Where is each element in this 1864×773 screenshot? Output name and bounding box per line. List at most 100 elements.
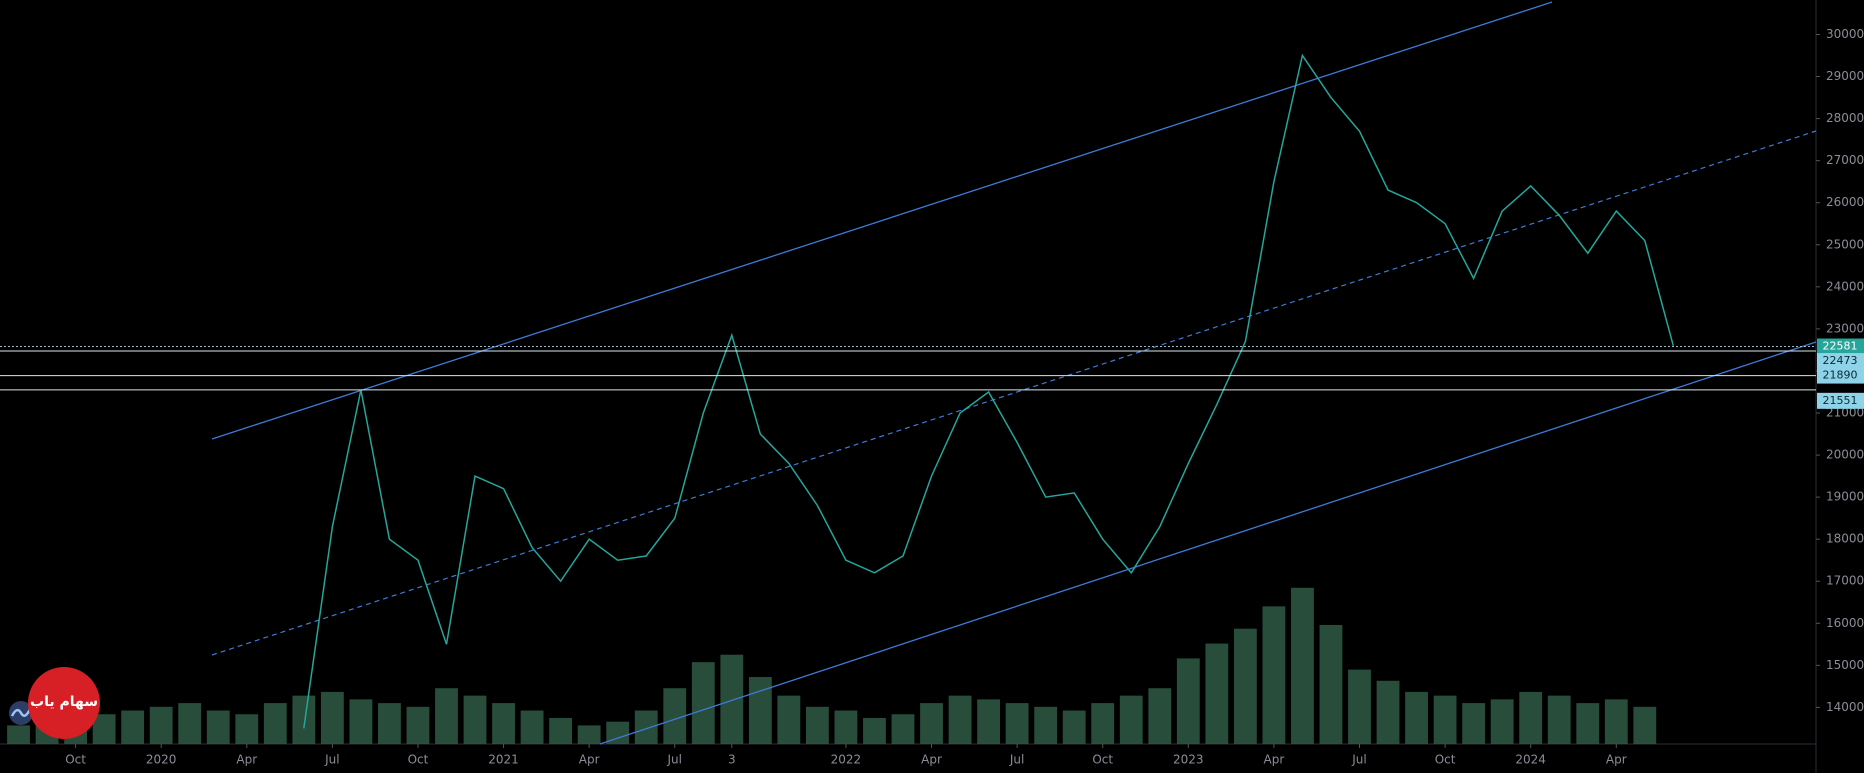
y-tick-label: 20000 xyxy=(1826,448,1864,462)
watermark-logo xyxy=(28,667,100,739)
volume-bar xyxy=(1148,688,1172,744)
volume-bar xyxy=(7,725,30,744)
volume-bar xyxy=(1091,703,1115,744)
volume-bar xyxy=(720,654,744,744)
volume-bar xyxy=(1633,706,1657,744)
x-tick-label: 2023 xyxy=(1173,753,1204,767)
volume-bar xyxy=(1034,706,1058,744)
y-tick-label: 23000 xyxy=(1826,321,1864,335)
price-level-label: 21551 xyxy=(1823,394,1858,407)
x-tick-label: Oct xyxy=(1092,753,1113,767)
y-tick-label: 30000 xyxy=(1826,27,1864,41)
volume-bar xyxy=(121,710,145,744)
volume-bar xyxy=(1319,624,1343,744)
x-tick-label: 2020 xyxy=(146,753,177,767)
volume-bar xyxy=(1547,695,1571,744)
price-level-label: 22581 xyxy=(1823,340,1858,353)
volume-bar xyxy=(1490,699,1514,744)
volume-bar xyxy=(435,688,458,744)
x-tick-label: Oct xyxy=(1435,753,1456,767)
volume-bar xyxy=(1433,695,1457,744)
x-tick-label: Oct xyxy=(65,753,86,767)
y-tick-label: 15000 xyxy=(1826,658,1864,672)
x-tick-label: Oct xyxy=(408,753,429,767)
x-tick-label: Jul xyxy=(1351,753,1366,767)
price-layer xyxy=(303,53,1675,729)
channel-upper xyxy=(211,1,1553,440)
x-tick-label: Apr xyxy=(579,753,600,767)
volume-bar xyxy=(178,703,202,744)
x-tick-label: 3 xyxy=(728,753,736,767)
volume-bar xyxy=(1176,658,1200,744)
app-icon-glyph xyxy=(10,708,32,717)
volume-bar xyxy=(263,703,287,744)
price-level-tag xyxy=(1817,338,1864,355)
price-level-tag xyxy=(1817,392,1864,409)
volume-bar xyxy=(1205,643,1229,744)
volume-bar xyxy=(606,721,630,744)
price-line xyxy=(303,53,1675,729)
volume-bar xyxy=(1576,703,1600,744)
volume-bar xyxy=(292,695,316,744)
y-tick-label: 14000 xyxy=(1826,700,1864,714)
price-level-label: 21890 xyxy=(1823,369,1858,382)
volume-bar xyxy=(1005,703,1029,744)
watermark-text: سهام یاب xyxy=(30,694,98,710)
volume-bar xyxy=(577,725,601,744)
x-tick-label: Apr xyxy=(921,753,942,767)
volume-bar xyxy=(549,717,573,744)
volume-bar xyxy=(891,714,915,744)
y-tick-label: 29000 xyxy=(1826,69,1864,83)
volume-bar xyxy=(1519,691,1543,744)
volume-bar xyxy=(1604,699,1628,744)
volume-bar xyxy=(1119,695,1143,744)
y-tick-label: 19000 xyxy=(1826,490,1864,504)
volume-layer xyxy=(7,587,1657,744)
volume-bar xyxy=(235,714,259,744)
y-tick-label: 28000 xyxy=(1826,111,1864,125)
volume-bar xyxy=(406,706,430,744)
volume-bar xyxy=(1376,680,1400,744)
volume-bar xyxy=(1405,691,1428,744)
y-tick-label: 26000 xyxy=(1826,195,1864,209)
volume-bar xyxy=(206,710,230,744)
volume-bar xyxy=(463,695,487,744)
volume-bar xyxy=(748,677,772,744)
y-tick-label: 18000 xyxy=(1826,532,1864,546)
y-tick-label: 21000 xyxy=(1826,406,1864,420)
volume-bar xyxy=(634,710,658,744)
volume-bar xyxy=(349,699,373,744)
channel-lower xyxy=(599,341,1817,745)
volume-bar xyxy=(691,662,715,744)
y-tick-label: 24000 xyxy=(1826,279,1864,293)
y-tick-label: 17000 xyxy=(1826,574,1864,588)
volume-bar xyxy=(320,691,344,744)
x-tick-label: Jul xyxy=(667,753,682,767)
x-tick-label: 2021 xyxy=(488,753,519,767)
x-tick-label: Jul xyxy=(1009,753,1024,767)
volume-bar xyxy=(378,703,401,744)
y-tick-label: 25000 xyxy=(1826,237,1864,251)
x-tick-label: Jul xyxy=(324,753,339,767)
volume-bar xyxy=(1291,587,1314,744)
volume-bar xyxy=(834,710,858,744)
volume-bar xyxy=(977,699,1001,744)
x-tick-label: Apr xyxy=(1606,753,1627,767)
price-level-tag xyxy=(1817,353,1864,370)
price-level-label: 22473 xyxy=(1823,354,1858,367)
y-tick-label: 16000 xyxy=(1826,616,1864,630)
volume-bar xyxy=(149,706,173,744)
price-level-tag xyxy=(1817,367,1864,384)
volume-bar xyxy=(1348,669,1371,744)
volume-bar xyxy=(948,695,972,744)
volume-bar xyxy=(1262,606,1286,744)
volume-bar xyxy=(520,710,544,744)
volume-bar xyxy=(492,703,515,744)
volume-bar xyxy=(92,714,116,744)
volume-bar xyxy=(920,703,943,744)
volume-bar xyxy=(863,717,886,744)
x-tick-label: 2022 xyxy=(831,753,862,767)
volume-bar xyxy=(805,706,829,744)
